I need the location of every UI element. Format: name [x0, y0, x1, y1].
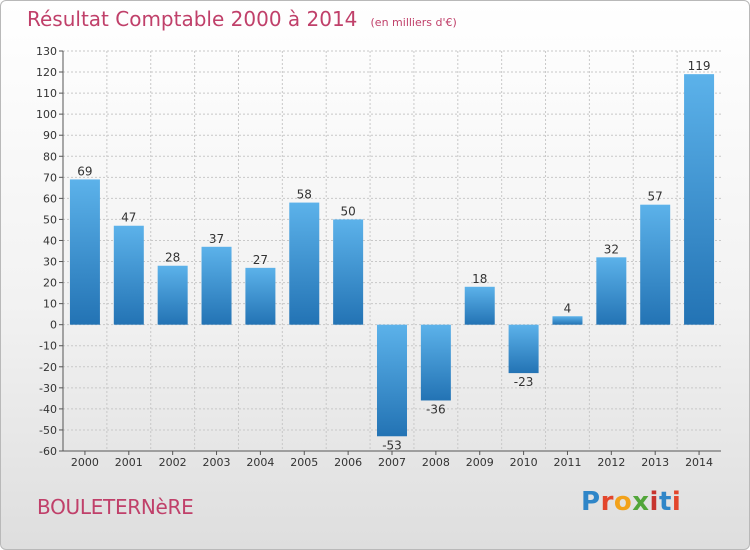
y-tick-label: 100	[36, 108, 57, 121]
logo-letter: x	[632, 487, 650, 517]
x-tick-label: 2013	[641, 456, 669, 469]
y-tick-label: 10	[43, 298, 57, 311]
y-tick-label: 0	[50, 319, 57, 332]
y-tick-label: -40	[39, 403, 57, 416]
logo-letter: i	[671, 487, 682, 517]
x-tick-label: 2008	[422, 456, 450, 469]
y-tick-label: 120	[36, 66, 57, 79]
bar	[289, 202, 320, 325]
bar	[333, 219, 364, 325]
y-tick-label: 60	[43, 192, 57, 205]
bar	[640, 204, 671, 325]
bar	[508, 324, 539, 374]
y-tick-label: 50	[43, 213, 57, 226]
data-label: -36	[426, 402, 446, 416]
logo-letter: o	[613, 487, 633, 517]
y-tick-label: 40	[43, 234, 57, 247]
bar	[464, 286, 495, 325]
bar	[552, 316, 583, 325]
y-tick-label: -20	[39, 361, 57, 374]
x-tick-label: 2012	[597, 456, 625, 469]
bar	[157, 265, 188, 325]
x-tick-label: 2011	[553, 456, 581, 469]
y-tick-label: -30	[39, 382, 57, 395]
chart-title: Résultat Comptable 2000 à 2014 (en milli…	[27, 7, 457, 31]
data-label: 4	[564, 301, 572, 315]
y-tick-label: -10	[39, 340, 57, 353]
data-label: -53	[382, 438, 402, 452]
data-label: 32	[604, 242, 619, 256]
commune-name: BOULETERNèRE	[37, 495, 194, 519]
data-label: 58	[297, 188, 312, 202]
data-label: 37	[209, 232, 224, 246]
bar	[420, 324, 451, 401]
x-tick-label: 2014	[685, 456, 713, 469]
chart-title-text: Résultat Comptable 2000 à 2014	[27, 7, 358, 31]
chart-unit-text: (en milliers d'€)	[370, 16, 457, 29]
x-tick-label: 2005	[290, 456, 318, 469]
y-tick-label: 80	[43, 150, 57, 163]
data-label: 50	[340, 204, 355, 218]
x-tick-label: 2006	[334, 456, 362, 469]
data-label: 69	[77, 164, 92, 178]
data-label: -23	[514, 375, 534, 389]
bar	[377, 324, 407, 437]
x-tick-label: 2010	[510, 456, 538, 469]
x-tick-label: 2002	[159, 456, 187, 469]
x-tick-label: 2001	[115, 456, 143, 469]
data-label: 27	[253, 253, 268, 267]
bar	[113, 225, 144, 325]
x-tick-label: 2009	[466, 456, 494, 469]
y-tick-label: 70	[43, 171, 57, 184]
x-tick-label: 2000	[71, 456, 99, 469]
y-tick-label: -50	[39, 424, 57, 437]
y-tick-label: 130	[36, 45, 57, 58]
logo-letter: r	[600, 487, 614, 517]
data-label: 18	[472, 272, 487, 286]
bar	[201, 246, 232, 325]
data-label: 119	[688, 59, 711, 73]
data-label: 57	[648, 190, 663, 204]
data-label: 28	[165, 251, 180, 265]
logo-letter: i	[649, 487, 659, 517]
y-tick-label: 30	[43, 256, 57, 269]
data-label: 47	[121, 211, 136, 225]
x-tick-label: 2004	[246, 456, 274, 469]
y-tick-label: 110	[36, 87, 57, 100]
y-tick-label: -60	[39, 445, 57, 458]
bar	[245, 267, 276, 325]
bar	[596, 257, 627, 325]
x-tick-label: 2007	[378, 456, 406, 469]
bar	[684, 74, 715, 325]
logo-letter: P	[581, 487, 601, 517]
proxiti-logo: Proxiti	[581, 487, 681, 517]
y-tick-label: 20	[43, 277, 57, 290]
y-tick-label: 90	[43, 129, 57, 142]
logo-letter: t	[658, 487, 672, 517]
bar	[69, 179, 100, 325]
x-tick-label: 2003	[203, 456, 231, 469]
